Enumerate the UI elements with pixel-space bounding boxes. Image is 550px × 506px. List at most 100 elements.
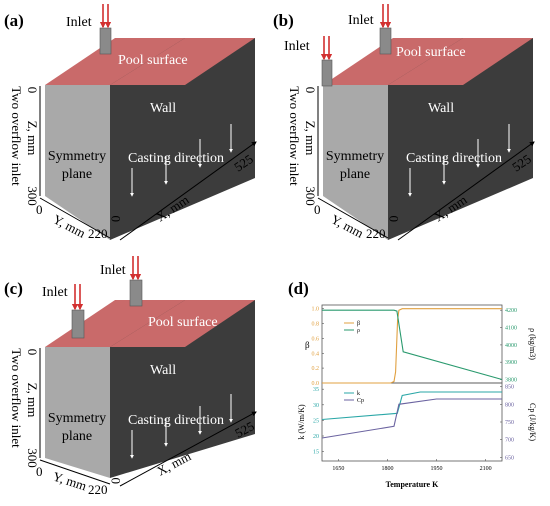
upper-plot-frame (321, 304, 503, 384)
lower-plot-frame (321, 382, 503, 462)
inlet-label: Inlet (100, 263, 126, 278)
wall-face (110, 38, 255, 240)
x-tick-label: 1800 (382, 466, 394, 472)
legend-cp-label: Cp (357, 398, 364, 404)
casting-direction-label: Casting direction (406, 151, 502, 166)
z-axis-label: Z, mm (25, 383, 40, 418)
beta-tick-label: 0.6 (312, 336, 320, 342)
inlet-pipe (379, 27, 392, 55)
x-axis-label: Temperature K (386, 480, 439, 489)
series-line-rho (322, 309, 503, 381)
k-axis-label: k (W/m/K) (297, 404, 306, 440)
x-tick-0: 0 (108, 478, 123, 485)
y-tick-220: 220 (88, 482, 108, 497)
y-axis (317, 197, 389, 239)
inlet-label: Inlet (42, 285, 68, 300)
x-tick-label: 2100 (480, 466, 492, 472)
series-line-beta (322, 308, 502, 384)
pool-surface-label: Pool surface (396, 45, 466, 60)
x-axis (119, 411, 257, 487)
k-tick-label: 30 (313, 403, 319, 409)
rho-tick-label: 4000 (505, 343, 517, 349)
symmetry-face (45, 347, 110, 478)
z-tick-300: 300 (25, 448, 40, 468)
symmetry-plane-label: Symmetry plane (48, 149, 106, 182)
z-tick-300: 300 (25, 186, 40, 206)
y-tick-220: 220 (88, 226, 108, 241)
legend-top: β ρ (344, 321, 360, 334)
casting-arrows (130, 394, 233, 459)
legend-rho-label: ρ (357, 328, 360, 334)
y-tick-220: 220 (366, 226, 386, 241)
x-tick-0: 0 (108, 216, 123, 223)
k-tick-label: 35 (313, 387, 319, 393)
legend-k-label: k (357, 391, 360, 397)
inlet-label: Inlet (284, 39, 310, 54)
z-tick-0: 0 (303, 87, 318, 94)
y-axis (39, 197, 111, 239)
legend-bottom: k Cp (344, 391, 364, 404)
rho-tick-label: 4200 (505, 308, 517, 314)
cp-tick-label: 700 (505, 438, 514, 444)
inlet-pipe (71, 309, 85, 339)
rho-axis-label: ρ (kg/m3) (528, 328, 537, 360)
x-tick-label: 1950 (431, 466, 443, 472)
panel-a: (a) Inlet Pool surface Wall Casting dire… (4, 4, 257, 241)
k-tick-label: 20 (313, 434, 319, 440)
beta-tick-label: 0.4 (312, 351, 320, 357)
inlet-pipe (129, 279, 143, 307)
inlet-label: Inlet (348, 13, 374, 28)
beta-tick-label: 1.0 (312, 307, 320, 313)
series-line-cp (321, 398, 502, 439)
y-tick-0: 0 (36, 464, 43, 479)
symmetry-face (323, 85, 388, 240)
side-label: Two overflow inlet (287, 86, 302, 186)
z-tick-0: 0 (25, 87, 40, 94)
side-label: Two overflow inlet (9, 86, 24, 186)
casting-arrows (130, 124, 233, 197)
symmetry-face (45, 85, 110, 240)
x-tick-label: 1650 (332, 466, 344, 472)
pool-surface-label: Pool surface (118, 53, 188, 68)
y-axis (39, 459, 111, 485)
cp-tick-label: 800 (505, 402, 514, 408)
panel-tag: (b) (273, 11, 294, 30)
k-tick-label: 25 (313, 418, 319, 424)
symmetry-plane-label: Symmetry plane (48, 411, 106, 444)
wall-face (388, 38, 533, 240)
side-label: Two overflow inlet (9, 348, 24, 448)
x-tick-0: 0 (386, 216, 401, 223)
pool-surface-label: Pool surface (148, 315, 218, 330)
cp-tick-label: 750 (505, 420, 514, 426)
casting-direction-label: Casting direction (128, 413, 224, 428)
k-tick-label: 15 (313, 450, 319, 456)
rho-tick-label: 3900 (505, 360, 517, 366)
cp-axis-label: Cp (J/kg/K) (528, 403, 537, 441)
z-axis-label: Z, mm (25, 121, 40, 156)
x-axis (397, 141, 535, 241)
wall-label: Wall (428, 101, 454, 116)
inlet-label: Inlet (66, 15, 92, 30)
wall-label: Wall (150, 363, 176, 378)
y-tick-0: 0 (36, 202, 43, 217)
cp-tick-label: 650 (505, 456, 514, 462)
series-line-k (321, 391, 502, 421)
beta-tick-label: 0.2 (312, 366, 320, 372)
rho-tick-label: 3800 (505, 378, 517, 384)
series-layer (321, 308, 503, 439)
x-axis (119, 141, 257, 241)
y-axis-label: Y, mm (51, 469, 88, 494)
beta-tick-label: 0.0 (312, 381, 320, 387)
z-tick-300: 300 (303, 186, 318, 206)
panel-c: (c) Inlet Inlet Pool surface Wall Castin… (4, 256, 257, 497)
casting-direction-label: Casting direction (128, 151, 224, 166)
beta-tick-label: 0.8 (312, 322, 320, 328)
symmetry-plane-label: Symmetry plane (326, 149, 384, 182)
panel-tag: (c) (4, 279, 23, 298)
rho-tick-label: 4100 (505, 326, 517, 332)
z-tick-0: 0 (25, 349, 40, 356)
panel-tag: (a) (4, 11, 24, 30)
panel-b: (b) Inlet Inlet Pool surface Wall Castin… (273, 4, 535, 241)
inlet-pipe (99, 27, 112, 55)
panel-tag: (d) (288, 279, 309, 298)
